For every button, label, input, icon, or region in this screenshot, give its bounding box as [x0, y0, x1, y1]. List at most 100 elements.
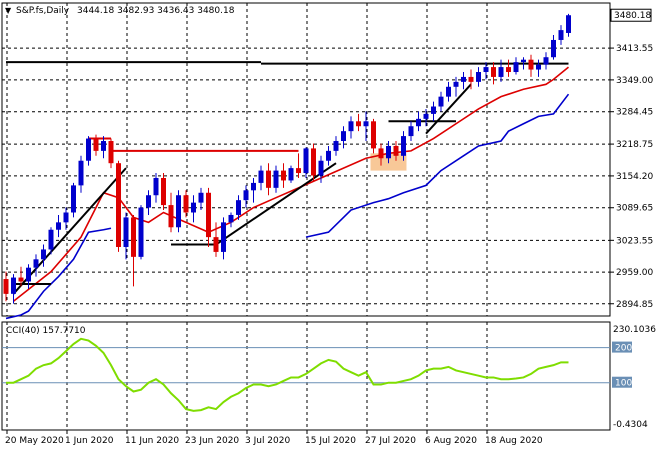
cci-level-label: 200	[615, 344, 632, 354]
candle-body	[206, 192, 211, 238]
ma-slow-line	[5, 227, 112, 320]
candle-body	[3, 279, 9, 294]
candle-body	[356, 121, 361, 127]
x-tick-label: 18 Aug 2020	[485, 436, 543, 446]
ohlc-values: 3444.18 3482.93 3436.43 3480.18	[77, 6, 235, 16]
candle-body	[161, 177, 166, 206]
candle-body	[438, 96, 444, 107]
candle-body	[536, 64, 541, 70]
candle-body	[326, 150, 331, 161]
candle-body	[123, 217, 129, 247]
candle-body	[93, 138, 99, 151]
candle-body	[33, 259, 39, 268]
candle-body	[213, 237, 219, 252]
x-tick-label: 11 Jun 2020	[125, 436, 179, 446]
cci-label: CCI(40) 157.7710	[6, 326, 86, 336]
candle-body	[176, 195, 181, 228]
last-price-label: 3480.18	[614, 11, 651, 21]
candle-body	[11, 277, 16, 294]
y-tick-label: 3089.65	[616, 204, 653, 214]
candle-body	[378, 148, 384, 159]
candle-body	[318, 160, 324, 176]
y-tick-label: 2894.85	[616, 300, 653, 310]
candle-body	[483, 67, 489, 73]
candle-body	[168, 205, 174, 228]
candle-body	[258, 170, 264, 183]
candle-body	[138, 207, 144, 257]
candle-body	[476, 72, 481, 82]
trend-line	[12, 167, 127, 295]
cci-line	[6, 337, 569, 412]
candle-body	[41, 249, 46, 260]
candle-body	[108, 141, 114, 164]
candle-body	[566, 15, 571, 33]
cci-level-box	[612, 376, 632, 388]
x-tick-label: 1 Jun 2020	[65, 436, 114, 446]
candle-body	[131, 217, 136, 257]
candle-body	[281, 170, 286, 181]
candle-body	[416, 118, 421, 127]
candle-body	[363, 121, 369, 127]
candle-body	[528, 59, 534, 70]
candle-body	[371, 121, 376, 149]
candle-body	[191, 202, 196, 213]
candle-body	[221, 222, 226, 252]
ma-slow-line	[305, 93, 570, 238]
candle-body	[453, 81, 459, 87]
x-tick-label: 27 Jul 2020	[365, 436, 416, 446]
candle-body	[243, 190, 249, 201]
candle-body	[228, 214, 234, 223]
candlesticks	[3, 13, 571, 304]
last-price-box	[610, 8, 652, 22]
candle-body	[543, 57, 549, 65]
x-tick-label: 23 Jun 2020	[185, 436, 239, 446]
x-tick-label: 15 Jul 2020	[305, 436, 356, 446]
candle-body	[446, 86, 451, 97]
candle-body	[513, 62, 519, 73]
candle-body	[101, 141, 106, 151]
candle-body	[423, 113, 429, 119]
candle-body	[401, 136, 406, 156]
candle-body	[348, 121, 354, 132]
cci-max-label: 230.1036	[613, 325, 656, 335]
candle-body	[288, 168, 294, 181]
grid-lines	[2, 3, 610, 430]
candle-body	[558, 30, 564, 40]
candle-body	[341, 131, 346, 142]
candle-body	[273, 170, 279, 188]
candle-body	[78, 160, 84, 186]
cci-panel	[1, 321, 611, 431]
candle-body	[468, 76, 474, 82]
y-tick-label: 3023.55	[616, 236, 653, 246]
y-tick-label: 3349.00	[616, 76, 653, 86]
candle-body	[86, 138, 91, 161]
candle-body	[506, 67, 511, 73]
cci-min-label: -0.4304	[613, 420, 648, 430]
menu-triangle-icon[interactable]: ▼	[5, 6, 12, 15]
candle-body	[408, 126, 414, 137]
candle-body	[551, 39, 556, 58]
y-tick-label: 3284.45	[616, 108, 653, 118]
price-axis: 3480.18 3413.55 3349.00 3284.45 3218.75 3154.…	[610, 8, 653, 310]
candle-body	[311, 148, 316, 176]
y-tick-label: 3413.55	[616, 44, 653, 54]
candle-body	[116, 163, 121, 247]
drawn-lines	[6, 61, 569, 295]
candle-body	[153, 177, 159, 196]
candle-body	[333, 141, 339, 151]
candle-body	[18, 277, 24, 282]
candle-body	[266, 170, 271, 188]
cci-level-label: 100	[615, 379, 632, 389]
candle-body	[26, 267, 31, 282]
candle-body	[431, 106, 436, 114]
trend-line	[215, 162, 337, 246]
y-tick-label: 3218.75	[616, 140, 653, 150]
x-tick-label: 3 Jul 2020	[245, 436, 290, 446]
candle-body	[393, 145, 399, 156]
candle-body	[146, 195, 151, 208]
candle-body	[303, 148, 309, 174]
candle-body	[236, 200, 241, 215]
symbol-label: S&P.fs,Daily	[16, 6, 70, 16]
time-axis: 20 May 2020 1 Jun 2020 11 Jun 2020 23 Jun 2…	[5, 430, 543, 446]
